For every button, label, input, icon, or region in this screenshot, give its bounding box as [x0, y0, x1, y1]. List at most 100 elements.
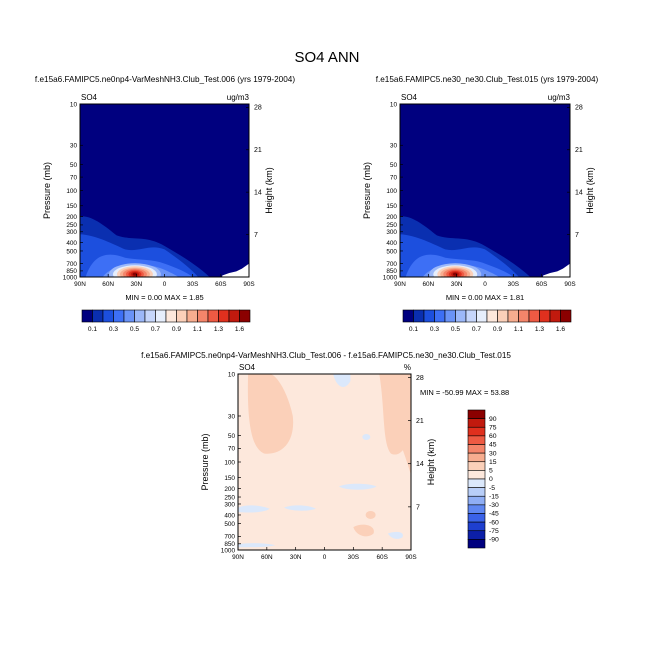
colorbar-label: 45 [489, 442, 497, 449]
x-tick-label: 30S [348, 554, 359, 561]
colorbar-swatch [423, 309, 435, 323]
colorbar-label: 30 [489, 450, 497, 457]
x-tick-label: 30S [187, 281, 198, 288]
x-tick-label: 30S [508, 281, 519, 288]
y-axis-title: Pressure (mb) [42, 162, 52, 219]
corner-label-right: ug/m3 [548, 93, 571, 102]
panel-title: f.e15a6.FAMIPC5.ne0np4-VarMeshNH3.Club_T… [141, 351, 511, 360]
min-max-text: MIN = -50.99 MAX = 53.88 [420, 388, 509, 397]
y-tick-label: 30 [70, 143, 78, 150]
y-tick-label: 50 [228, 433, 236, 440]
contour-negative [238, 543, 276, 548]
x-tick-label: 60N [102, 281, 114, 288]
colorbar-model-b: 0.1 0.3 0.5 0.7 0.9 1.1 1.3 1.6 [402, 309, 572, 333]
colorbar-swatch [102, 309, 114, 323]
y-axis-title-right: Height (km) [264, 167, 274, 214]
colorbar-swatch [444, 309, 456, 323]
x-tick-label: 60N [261, 554, 273, 561]
y-axis-title: Pressure (mb) [200, 433, 210, 490]
colorbar-label: 0.3 [109, 326, 118, 333]
y-tick-label: 1000 [221, 547, 236, 554]
y-tick-label: 70 [228, 446, 236, 453]
colorbar-swatch [228, 309, 240, 323]
y-tick-label: 850 [386, 268, 397, 275]
x-tick-label: 90S [405, 554, 416, 561]
y-tick-label: 400 [66, 240, 77, 247]
colorbar-swatch [528, 309, 540, 323]
contour-negative [284, 505, 316, 511]
colorbar-swatch [197, 309, 209, 323]
y-tick-label: 10 [70, 101, 78, 108]
y-axis-title-right: Height (km) [585, 167, 595, 214]
y-tick-label: 250 [386, 222, 397, 229]
colorbar-swatch [165, 309, 177, 323]
colorbar-swatch [434, 309, 446, 323]
colorbar-swatch [218, 309, 230, 323]
colorbar-swatch [467, 435, 486, 445]
y-tick-label: 30 [390, 143, 398, 150]
y-right-tick-label: 21 [416, 418, 424, 425]
colorbar-label: -75 [489, 528, 499, 535]
colorbar-label: 0.1 [88, 326, 97, 333]
y-tick-label: 100 [66, 188, 77, 195]
y-tick-label: 30 [228, 413, 236, 420]
corner-label-right: % [404, 363, 411, 372]
panel-title: f.e15a6.FAMIPC5.ne0np4-VarMeshNH3.Club_T… [35, 75, 295, 84]
contour-negative [238, 505, 270, 513]
colorbar-label: 1.1 [193, 326, 202, 333]
colorbar-label: 0.9 [493, 326, 502, 333]
colorbar-swatch [176, 309, 188, 323]
colorbar-swatch [113, 309, 125, 323]
colorbar-swatch [123, 309, 135, 323]
corner-label-left: SO4 [239, 363, 256, 372]
colorbar-swatch [207, 309, 219, 323]
colorbar-swatch [507, 309, 519, 323]
corner-label-left: SO4 [401, 93, 418, 102]
y-tick-label: 50 [70, 162, 78, 169]
colorbar-label: 1.1 [514, 326, 523, 333]
colorbar-swatch [402, 309, 414, 323]
colorbar-swatch [467, 444, 486, 454]
colorbar-label: 90 [489, 416, 497, 423]
colorbar-swatch [467, 409, 486, 419]
colorbar-label: 15 [489, 459, 497, 466]
min-max-text: MIN = 0.00 MAX = 1.85 [125, 293, 203, 302]
colorbar-swatch [467, 418, 486, 428]
colorbar-label: 1.6 [235, 326, 244, 333]
colorbar-swatch [467, 504, 486, 514]
y-right-tick-label: 14 [416, 461, 424, 468]
y-right-tick-label: 21 [575, 147, 583, 154]
colorbar-swatch [413, 309, 425, 323]
colorbar-swatch [467, 452, 486, 463]
y-tick-label: 250 [224, 494, 235, 501]
x-tick-label: 30N [290, 554, 302, 561]
x-tick-label: 90N [232, 554, 244, 561]
y-tick-label: 700 [386, 261, 397, 268]
y-tick-label: 150 [66, 203, 77, 210]
y-axis-title: Pressure (mb) [362, 162, 372, 219]
contour-negative [387, 531, 403, 539]
panel-difference: f.e15a6.FAMIPC5.ne0np4-VarMeshNH3.Club_T… [141, 351, 511, 561]
corner-label-left: SO4 [81, 93, 98, 102]
y-tick-label: 500 [224, 521, 235, 528]
y-tick-label: 70 [390, 174, 398, 181]
y-tick-label: 200 [66, 214, 77, 221]
y-axis-title-right: Height (km) [426, 439, 436, 486]
x-tick-label: 30N [451, 281, 463, 288]
y-right-tick-label: 28 [254, 105, 262, 112]
y-tick-label: 500 [386, 248, 397, 255]
colorbar-swatch [497, 309, 509, 323]
x-tick-label: 0 [163, 281, 167, 288]
colorbar-swatch [467, 461, 486, 471]
y-tick-label: 700 [66, 261, 77, 268]
colorbar-label: -90 [489, 537, 499, 544]
topography-mask [222, 263, 249, 277]
x-tick-label: 60S [215, 281, 226, 288]
colorbar-swatch [465, 309, 477, 323]
colorbar-label: 1.3 [214, 326, 223, 333]
x-tick-label: 90S [564, 281, 575, 288]
colorbar-swatch [467, 530, 486, 540]
x-tick-label: 0 [483, 281, 487, 288]
colorbar-label: 0.9 [172, 326, 181, 333]
